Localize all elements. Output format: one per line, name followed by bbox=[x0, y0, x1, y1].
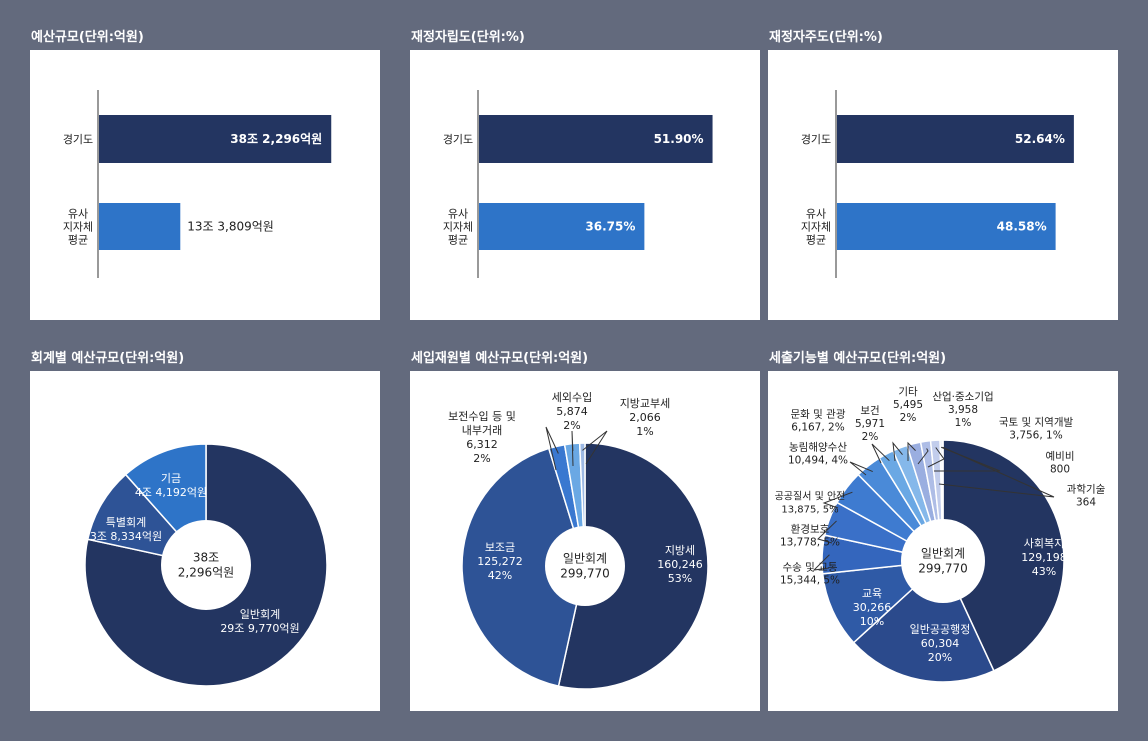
category-label-1: 유사 지자체 평균 bbox=[63, 208, 93, 247]
slice-label-1: 일반공공행정 60,304 20% bbox=[910, 622, 971, 664]
bar-chart-fiscal-autonomy: 경기도 52.64% 유사 지자체 평균 48.58% bbox=[801, 90, 1074, 278]
category-label-1: 유사 지자체 평균 bbox=[443, 208, 473, 247]
chart-title-budget-size: 예산규모(단위:억원) bbox=[31, 30, 144, 45]
donut-hole bbox=[545, 526, 625, 606]
slice-label-12: 예비비 800 bbox=[1046, 450, 1075, 476]
leader-line-10 bbox=[917, 448, 929, 465]
slice-label-8: 보건 5,971 2% bbox=[855, 405, 885, 443]
leader-line-2 bbox=[545, 426, 559, 471]
leader-line-9 bbox=[907, 441, 916, 461]
donut-hole bbox=[901, 519, 985, 603]
leader-line-11 bbox=[927, 447, 945, 468]
bar-0 bbox=[479, 115, 713, 163]
slice-label-0: 지방세 160,246 53% bbox=[657, 544, 703, 585]
slice-label-2: 보전수입 등 및 내부거래 6,312 2% bbox=[448, 410, 516, 465]
slice-label-3: 세외수입 5,874 2% bbox=[552, 391, 592, 432]
data-label-1: 13조 3,809억원 bbox=[187, 220, 274, 234]
donut-chart-panel-expenditure-by-function: 일반회계 299,770 사회복지 129,198 43% 일반공공행정 60,304 20%… bbox=[768, 371, 1118, 711]
leader-line-13 bbox=[938, 446, 1055, 498]
data-label-0: 38조 2,296억원 bbox=[230, 132, 322, 146]
slice-label-4: 지방교부세 2,066 1% bbox=[620, 397, 671, 438]
slice-label-6: 농림해양수산 10,494, 4% bbox=[788, 441, 848, 467]
leader-line-6 bbox=[849, 461, 873, 476]
bar-chart-fiscal-independence: 경기도 51.90% 유사 지자체 평균 36.75% bbox=[443, 90, 713, 278]
data-label-0: 51.90% bbox=[654, 132, 704, 146]
slice-label-2: 기금 4조 4,192억원 bbox=[135, 472, 207, 499]
slice-1 bbox=[852, 559, 995, 683]
center-label: 일반회계 299,770 bbox=[560, 552, 610, 581]
chart-title-fiscal-autonomy: 재정자주도(단위:%) bbox=[769, 30, 883, 45]
chart-title-budget-by-account: 회계별 예산규모(단위:억원) bbox=[31, 351, 185, 366]
slice-label-1: 보조금 125,272 42% bbox=[477, 541, 523, 582]
center-label: 일반회계 299,770 bbox=[918, 547, 968, 576]
bar-chart-panel-fiscal-independence: 경기도 51.90% 유사 지자체 평균 36.75% bbox=[410, 50, 760, 320]
slice-label-3: 수송 및 교통 15,344, 5% bbox=[780, 562, 840, 587]
bar-1 bbox=[99, 203, 181, 250]
slice-0 bbox=[557, 442, 709, 690]
bar-1 bbox=[837, 203, 1056, 250]
leader-line-4 bbox=[817, 520, 837, 544]
slice-1 bbox=[461, 447, 586, 688]
donut-chart-expenditure-by-function: 일반회계 299,770 사회복지 129,198 43% 일반공공행정 60,304 20%… bbox=[775, 386, 1106, 683]
data-label-1: 48.58% bbox=[997, 220, 1047, 234]
center-label: 38조 2,296억원 bbox=[178, 551, 234, 580]
slice-label-10: 산업·중소기업 3,958 1% bbox=[932, 390, 993, 429]
bar-1 bbox=[479, 203, 645, 250]
leader-line-7 bbox=[871, 443, 890, 464]
data-label-0: 52.64% bbox=[1015, 132, 1065, 146]
slice-label-0: 사회복지 129,198 43% bbox=[1021, 537, 1067, 578]
leader-line-4 bbox=[582, 430, 608, 465]
bar-0 bbox=[99, 115, 332, 163]
slice-label-11: 국토 및 지역개발 3,756, 1% bbox=[999, 417, 1074, 442]
leader-line-3 bbox=[812, 554, 830, 571]
chart-title-expenditure-by-function: 세출기능별 예산규모(단위:억원) bbox=[769, 351, 947, 366]
chart-title-fiscal-independence: 재정자립도(단위:%) bbox=[411, 30, 525, 45]
data-label-1: 36.75% bbox=[585, 220, 635, 234]
donut-hole bbox=[161, 520, 251, 610]
slice-0 bbox=[942, 439, 1065, 672]
slice-label-13: 과학기술 364 bbox=[1067, 484, 1106, 509]
category-label-1: 유사 지자체 평균 bbox=[801, 208, 831, 247]
leader-line-3 bbox=[571, 430, 574, 467]
slice-label-2: 교육 30,266 10% bbox=[853, 587, 892, 628]
bar-0 bbox=[837, 115, 1074, 163]
slice-label-1: 특별회계 3조 8,334억원 bbox=[90, 516, 162, 543]
category-label-0: 경기도 bbox=[443, 133, 473, 146]
category-label-0: 경기도 bbox=[801, 133, 831, 146]
slice-label-9: 기타 5,495 2% bbox=[893, 386, 923, 424]
slice-label-0: 일반회계 29조 9,770억원 bbox=[220, 607, 299, 635]
leader-line-8 bbox=[892, 441, 903, 462]
slice-label-4: 환경보호 13,778, 5% bbox=[780, 523, 840, 549]
category-label-0: 경기도 bbox=[63, 133, 93, 146]
donut-chart-revenue-by-source: 일반회계 299,770 지방세 160,246 53% 보조금 125,272 42% 보전수… bbox=[448, 391, 709, 690]
donut-chart-panel-revenue-by-source: 일반회계 299,770 지방세 160,246 53% 보조금 125,272 42% 보전수… bbox=[410, 371, 760, 711]
leader-line-5 bbox=[822, 491, 853, 509]
bar-chart-panel-fiscal-autonomy: 경기도 52.64% 유사 지자체 평균 48.58% bbox=[768, 50, 1118, 320]
slice-label-5: 공공질서 및 안전 13,875, 5% bbox=[775, 491, 846, 516]
slice-label-7: 문화 및 관광 6,167, 2% bbox=[791, 409, 846, 434]
chart-title-revenue-by-source: 세입재원별 예산규모(단위:억원) bbox=[411, 351, 589, 366]
